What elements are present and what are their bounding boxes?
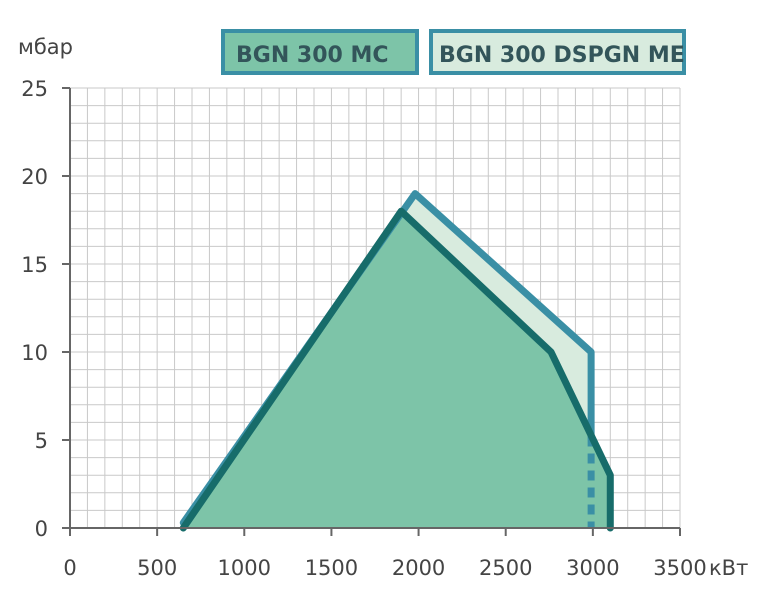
x-tick-labels: 0 500 1000 1500 2000 2500 3000 3500 xyxy=(63,556,706,580)
x-tick-label: 2000 xyxy=(392,556,445,580)
series-lines xyxy=(179,190,614,532)
x-tick-label: 2500 xyxy=(479,556,532,580)
y-tick-labels: 0 5 10 15 20 25 xyxy=(21,77,48,541)
area-mc xyxy=(183,211,611,528)
y-tick-label: 20 xyxy=(21,165,48,189)
axes xyxy=(62,87,681,536)
legend-label-mc: BGN 300 MC xyxy=(236,43,389,68)
legend-item-mc: BGN 300 MC xyxy=(221,29,419,75)
y-tick-label: 0 xyxy=(35,517,48,541)
legend-item-dspgn: BGN 300 DSPGN ME xyxy=(429,29,686,75)
x-tick-label: 3500 xyxy=(653,556,706,580)
x-tick-label: 1000 xyxy=(218,556,271,580)
y-tick-label: 25 xyxy=(21,77,48,101)
x-tick-label: 500 xyxy=(137,556,177,580)
y-tick-label: 5 xyxy=(35,429,48,453)
series-areas xyxy=(183,193,611,528)
legend: BGN 300 MC BGN 300 DSPGN ME xyxy=(221,29,686,75)
y-tick-label: 15 xyxy=(21,253,48,277)
y-tick-label: 10 xyxy=(21,341,48,365)
x-axis-label: кВт xyxy=(709,556,748,580)
x-tick-label: 1500 xyxy=(305,556,358,580)
x-tick-label: 0 xyxy=(63,556,76,580)
y-axis-label: мбар xyxy=(18,35,73,59)
line-mc xyxy=(179,207,614,532)
legend-label-dspgn: BGN 300 DSPGN ME xyxy=(439,43,685,68)
x-tick-label: 3000 xyxy=(566,556,619,580)
